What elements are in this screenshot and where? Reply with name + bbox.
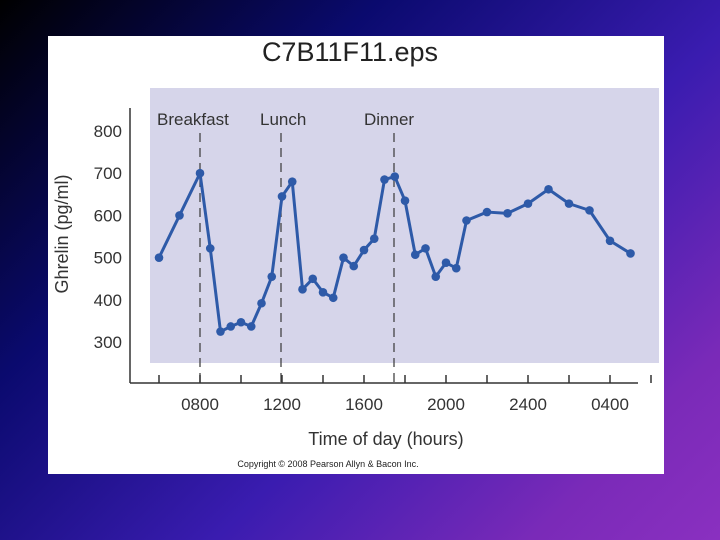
ghrelin-data-point xyxy=(277,192,287,201)
ghrelin-data-point xyxy=(339,253,348,262)
ghrelin-data-point xyxy=(410,250,420,260)
ghrelin-data-point xyxy=(544,184,553,194)
y-tick-label: 500 xyxy=(94,249,122,268)
ghrelin-data-point xyxy=(287,177,297,186)
ghrelin-data-point xyxy=(175,211,184,220)
ghrelin-data-point xyxy=(369,234,379,243)
plot-area xyxy=(150,88,659,363)
ghrelin-data-point xyxy=(400,196,410,205)
y-tick-label: 400 xyxy=(94,291,122,310)
ghrelin-data-point xyxy=(154,253,164,262)
meal-label-dinner: Dinner xyxy=(364,110,414,129)
ghrelin-data-point xyxy=(267,272,277,281)
x-tick-label: 1600 xyxy=(345,395,383,414)
x-axis-title: Time of day (hours) xyxy=(308,429,463,449)
ghrelin-data-point xyxy=(246,322,256,331)
x-tick-label: 0400 xyxy=(591,395,629,414)
meal-label-breakfast: Breakfast xyxy=(157,110,229,129)
ghrelin-data-point xyxy=(564,199,574,208)
y-axis-title: Ghrelin (pg/ml) xyxy=(52,174,72,293)
ghrelin-chart: C7B11F11.eps Breakfast Lunch Dinner 800 700… xyxy=(52,37,659,469)
ghrelin-data-point xyxy=(451,263,461,273)
ghrelin-data-point xyxy=(390,172,400,181)
x-tick-label: 1200 xyxy=(263,395,301,414)
ghrelin-data-point xyxy=(318,287,328,297)
ghrelin-data-point xyxy=(308,274,318,284)
ghrelin-data-point xyxy=(523,199,533,208)
ghrelin-data-point xyxy=(298,285,307,294)
ghrelin-data-point xyxy=(236,317,246,327)
ghrelin-data-point xyxy=(328,293,338,303)
ghrelin-data-point xyxy=(421,244,430,253)
ghrelin-data-point xyxy=(195,168,205,178)
ghrelin-data-point xyxy=(380,175,389,184)
x-tick-label: 2000 xyxy=(427,395,465,414)
y-tick-label: 700 xyxy=(94,164,122,183)
ghrelin-data-point xyxy=(626,249,635,258)
x-tick-label: 2400 xyxy=(509,395,547,414)
y-tick-label: 300 xyxy=(94,333,122,352)
ghrelin-data-point xyxy=(257,298,266,308)
y-tick-label: 800 xyxy=(94,122,122,141)
meal-label-lunch: Lunch xyxy=(260,110,306,129)
ghrelin-data-point xyxy=(216,327,225,336)
x-tick-label: 0800 xyxy=(181,395,219,414)
ghrelin-data-point xyxy=(462,216,471,225)
ghrelin-data-point xyxy=(482,207,492,217)
ghrelin-data-point xyxy=(226,322,236,331)
ghrelin-data-point xyxy=(605,236,615,246)
ghrelin-data-point xyxy=(431,272,441,281)
ghrelin-data-point xyxy=(585,206,594,215)
ghrelin-data-point xyxy=(441,258,451,268)
ghrelin-data-point xyxy=(359,245,369,255)
ghrelin-data-point xyxy=(205,244,215,253)
slide-card: C7B11F11.eps Breakfast Lunch Dinner 800 700… xyxy=(48,36,664,474)
ghrelin-data-point xyxy=(349,261,359,271)
slide-title: C7B11F11.eps xyxy=(262,37,438,67)
ghrelin-data-point xyxy=(503,209,512,218)
y-tick-label: 600 xyxy=(94,206,122,225)
copyright-note: Copyright © 2008 Pearson Allyn & Bacon I… xyxy=(237,459,418,469)
